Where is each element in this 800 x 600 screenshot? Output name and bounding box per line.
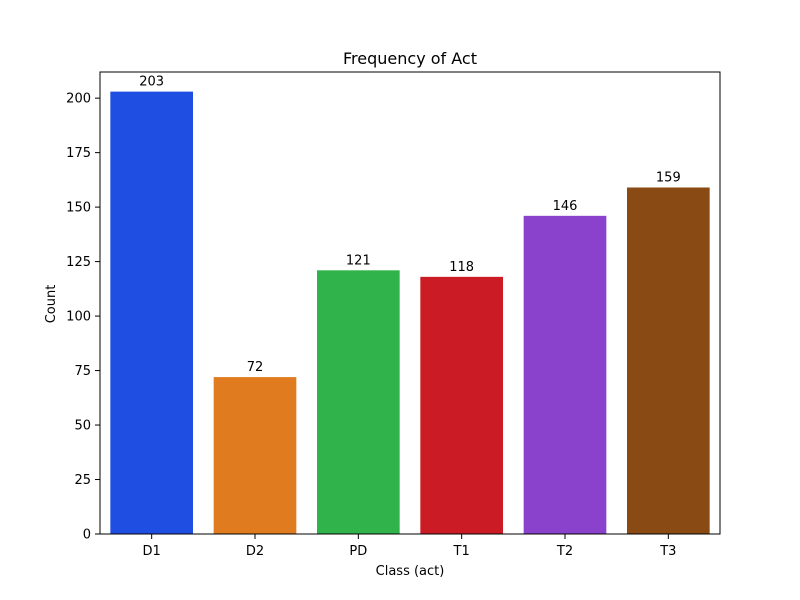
y-tick-label: 150 — [66, 201, 91, 216]
bar-t1 — [420, 276, 503, 534]
x-tick-label: T3 — [659, 544, 676, 559]
bar-value-label: 118 — [449, 260, 474, 275]
x-tick-label: T2 — [556, 544, 573, 559]
bar-value-label: 146 — [553, 199, 578, 214]
bar-t2 — [523, 215, 607, 534]
chart-title: Frequency of Act — [343, 49, 477, 68]
x-tick-label: D1 — [143, 544, 161, 559]
y-tick-label: 0 — [83, 528, 91, 543]
bar-value-label: 203 — [139, 75, 164, 90]
x-axis-label: Class (act) — [376, 564, 445, 579]
y-tick-label: 25 — [74, 473, 91, 488]
y-tick-label: 175 — [66, 146, 91, 161]
bar-value-label: 159 — [656, 171, 681, 186]
plot-frame — [99, 71, 721, 535]
y-axis-label: Count — [44, 285, 59, 324]
y-tick-label: 50 — [74, 419, 91, 434]
bar-d2 — [213, 377, 297, 534]
y-tick-label: 200 — [66, 92, 91, 107]
y-tick-label: 75 — [74, 364, 91, 379]
bar-d1 — [110, 91, 193, 534]
y-tick-label: 125 — [66, 255, 91, 270]
bar-pd — [317, 270, 400, 534]
bar-value-label: 72 — [247, 360, 264, 375]
plot-area: 203 D1 72 D2 121 PD 118 T1 146 T2 159 T3 0 25 50 75 100 1… — [66, 71, 721, 559]
y-tick-label: 100 — [66, 310, 91, 325]
x-tick-label: PD — [349, 544, 367, 559]
bar-value-label: 121 — [346, 253, 371, 268]
x-tick-label: D2 — [246, 544, 264, 559]
x-tick-label: T1 — [453, 544, 470, 559]
bar-t3 — [627, 187, 710, 534]
